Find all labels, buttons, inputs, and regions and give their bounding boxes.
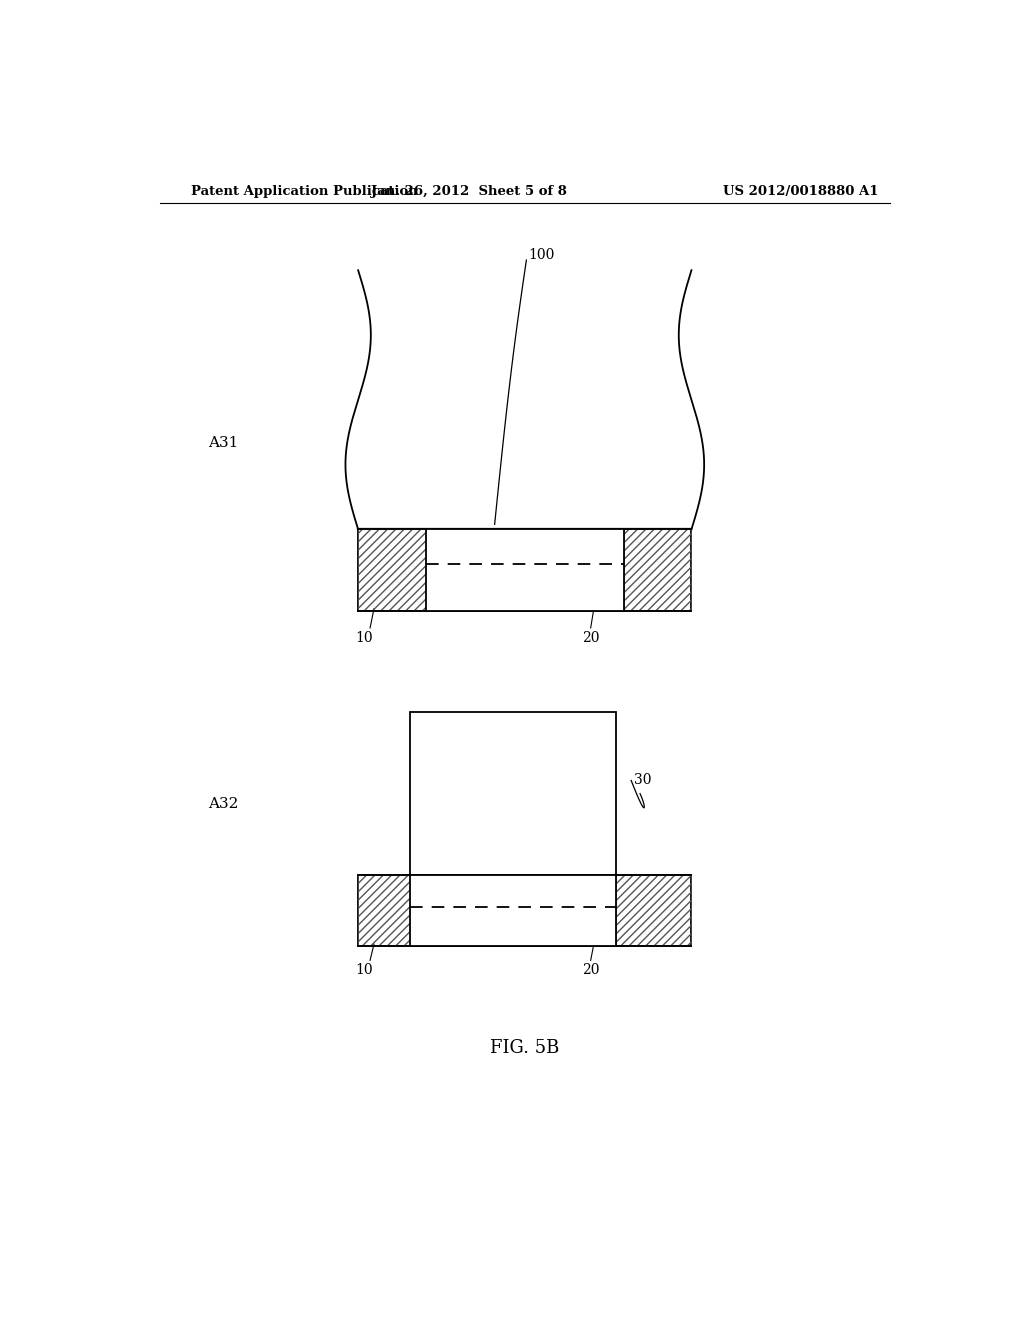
Bar: [616, 875, 691, 946]
Text: Patent Application Publication: Patent Application Publication: [191, 185, 418, 198]
Bar: [358, 529, 426, 611]
Text: A32: A32: [208, 797, 239, 810]
Text: 10: 10: [355, 631, 373, 645]
Text: 30: 30: [634, 774, 652, 788]
Bar: [358, 875, 410, 946]
Text: Jan. 26, 2012  Sheet 5 of 8: Jan. 26, 2012 Sheet 5 of 8: [372, 185, 567, 198]
Text: A31: A31: [208, 436, 239, 450]
Text: US 2012/0018880 A1: US 2012/0018880 A1: [723, 185, 879, 198]
Bar: [410, 713, 616, 875]
Bar: [358, 875, 691, 946]
Bar: [410, 875, 616, 946]
Bar: [624, 529, 691, 611]
Bar: [426, 529, 624, 611]
Text: 20: 20: [582, 964, 599, 977]
Text: FIG. 5B: FIG. 5B: [490, 1039, 559, 1057]
Text: 100: 100: [528, 248, 555, 261]
Bar: [358, 529, 691, 611]
Text: 10: 10: [355, 964, 373, 977]
Text: 20: 20: [582, 631, 599, 645]
